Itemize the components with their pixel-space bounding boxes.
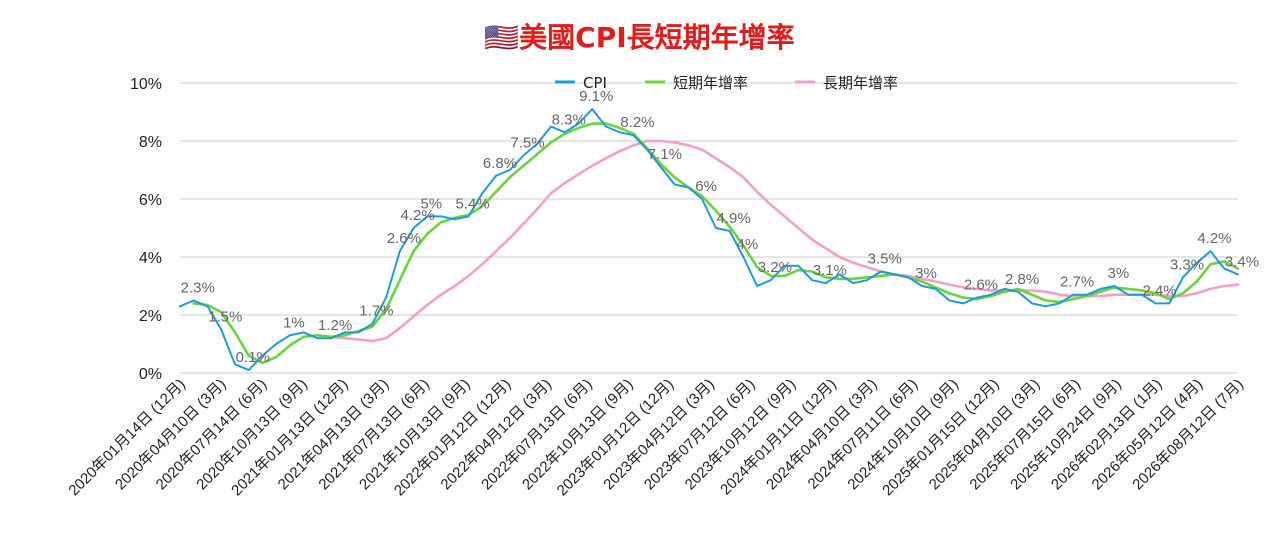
data-label: 7.1% <box>648 146 682 163</box>
data-label: 3.1% <box>813 262 847 279</box>
y-tick-label: 10% <box>130 76 162 93</box>
data-label: 7.5% <box>510 135 544 152</box>
data-label: 8.2% <box>620 114 654 131</box>
data-label: 9.1% <box>579 88 613 105</box>
data-label: 4.2% <box>1197 230 1231 247</box>
data-label: 3.4% <box>1225 253 1259 270</box>
data-label: 8.3% <box>552 111 586 128</box>
data-label: 0.1% <box>236 349 270 366</box>
data-label: 2.6% <box>964 277 998 294</box>
data-label: 3.2% <box>758 259 792 276</box>
chart-title: 🇺🇸美國CPI長短期年增率 <box>484 21 795 54</box>
data-label: 4% <box>737 236 759 253</box>
data-label: 3.3% <box>1170 256 1204 273</box>
y-tick-label: 2% <box>139 308 162 325</box>
data-label: 4.2% <box>400 207 434 224</box>
data-label: 2.3% <box>181 280 215 297</box>
data-label: 6.8% <box>483 155 517 172</box>
long-term-rate-line <box>329 139 1240 343</box>
y-tick-label: 0% <box>139 366 162 383</box>
cpi-line <box>179 108 1239 372</box>
data-label: 2.7% <box>1060 274 1094 291</box>
y-tick-label: 4% <box>139 250 162 267</box>
data-label: 3% <box>915 265 937 282</box>
data-label: 2.6% <box>387 230 421 247</box>
data-label: 5.4% <box>455 195 489 212</box>
data-label: 2.4% <box>1142 282 1176 299</box>
y-tick-label: 6% <box>139 192 162 209</box>
data-label: 2.8% <box>1005 271 1039 288</box>
y-tick-label: 8% <box>139 134 162 151</box>
data-label: 1% <box>283 314 305 331</box>
legend-label: CPI <box>583 74 607 92</box>
data-label: 3.5% <box>868 251 902 268</box>
data-label: 6% <box>695 178 717 195</box>
data-label: 5% <box>420 195 442 212</box>
data-label: 1.5% <box>208 309 242 326</box>
data-label: 1.7% <box>359 303 393 320</box>
data-label: 1.2% <box>318 317 352 334</box>
data-label: 4.9% <box>717 210 751 227</box>
legend-label: 短期年增率 <box>673 74 748 92</box>
data-label: 3% <box>1107 265 1129 282</box>
legend-label: 長期年增率 <box>823 74 898 92</box>
